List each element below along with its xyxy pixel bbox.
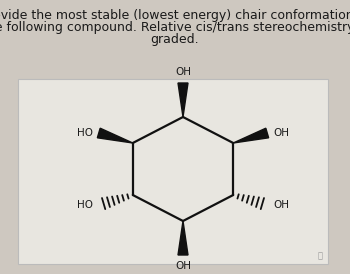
Text: OH: OH — [273, 128, 289, 138]
Text: HO: HO — [77, 200, 93, 210]
Text: Provide the most stable (lowest energy) chair conformation of: Provide the most stable (lowest energy) … — [0, 9, 350, 22]
Bar — [18, 79, 328, 264]
Text: OH: OH — [273, 200, 289, 210]
Polygon shape — [233, 128, 269, 143]
Text: graded.: graded. — [151, 33, 199, 46]
Text: the following compound. Relative cis/trans stereochemistry is: the following compound. Relative cis/tra… — [0, 21, 350, 34]
Polygon shape — [178, 83, 188, 117]
Polygon shape — [97, 128, 133, 143]
Text: OH: OH — [175, 67, 191, 77]
Text: HO: HO — [77, 128, 93, 138]
Text: OH: OH — [175, 261, 191, 271]
Polygon shape — [178, 221, 188, 255]
Text: 🔍: 🔍 — [317, 251, 322, 260]
